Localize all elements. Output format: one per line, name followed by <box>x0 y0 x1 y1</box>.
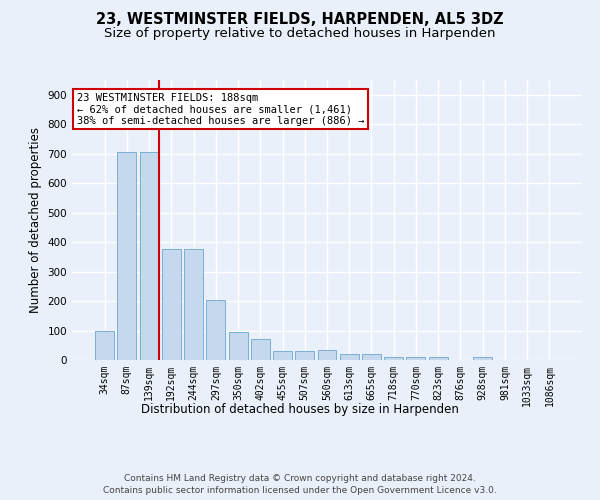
Bar <box>406 357 425 360</box>
Bar <box>95 330 114 360</box>
Text: Contains HM Land Registry data © Crown copyright and database right 2024.
Contai: Contains HM Land Registry data © Crown c… <box>103 474 497 495</box>
Bar <box>140 152 158 360</box>
Bar <box>340 354 359 360</box>
Bar <box>429 357 448 360</box>
Bar <box>384 357 403 360</box>
Bar <box>118 152 136 360</box>
Bar <box>362 354 381 360</box>
Text: Size of property relative to detached houses in Harpenden: Size of property relative to detached ho… <box>104 28 496 40</box>
Text: 23 WESTMINSTER FIELDS: 188sqm
← 62% of detached houses are smaller (1,461)
38% o: 23 WESTMINSTER FIELDS: 188sqm ← 62% of d… <box>77 92 365 126</box>
Text: Distribution of detached houses by size in Harpenden: Distribution of detached houses by size … <box>141 402 459 415</box>
Bar <box>295 351 314 360</box>
Bar <box>251 339 270 360</box>
Bar <box>473 357 492 360</box>
Bar <box>317 350 337 360</box>
Bar <box>229 332 248 360</box>
Bar <box>206 300 225 360</box>
Y-axis label: Number of detached properties: Number of detached properties <box>29 127 42 313</box>
Text: 23, WESTMINSTER FIELDS, HARPENDEN, AL5 3DZ: 23, WESTMINSTER FIELDS, HARPENDEN, AL5 3… <box>96 12 504 28</box>
Bar <box>162 250 181 360</box>
Bar <box>273 351 292 360</box>
Bar <box>184 250 203 360</box>
